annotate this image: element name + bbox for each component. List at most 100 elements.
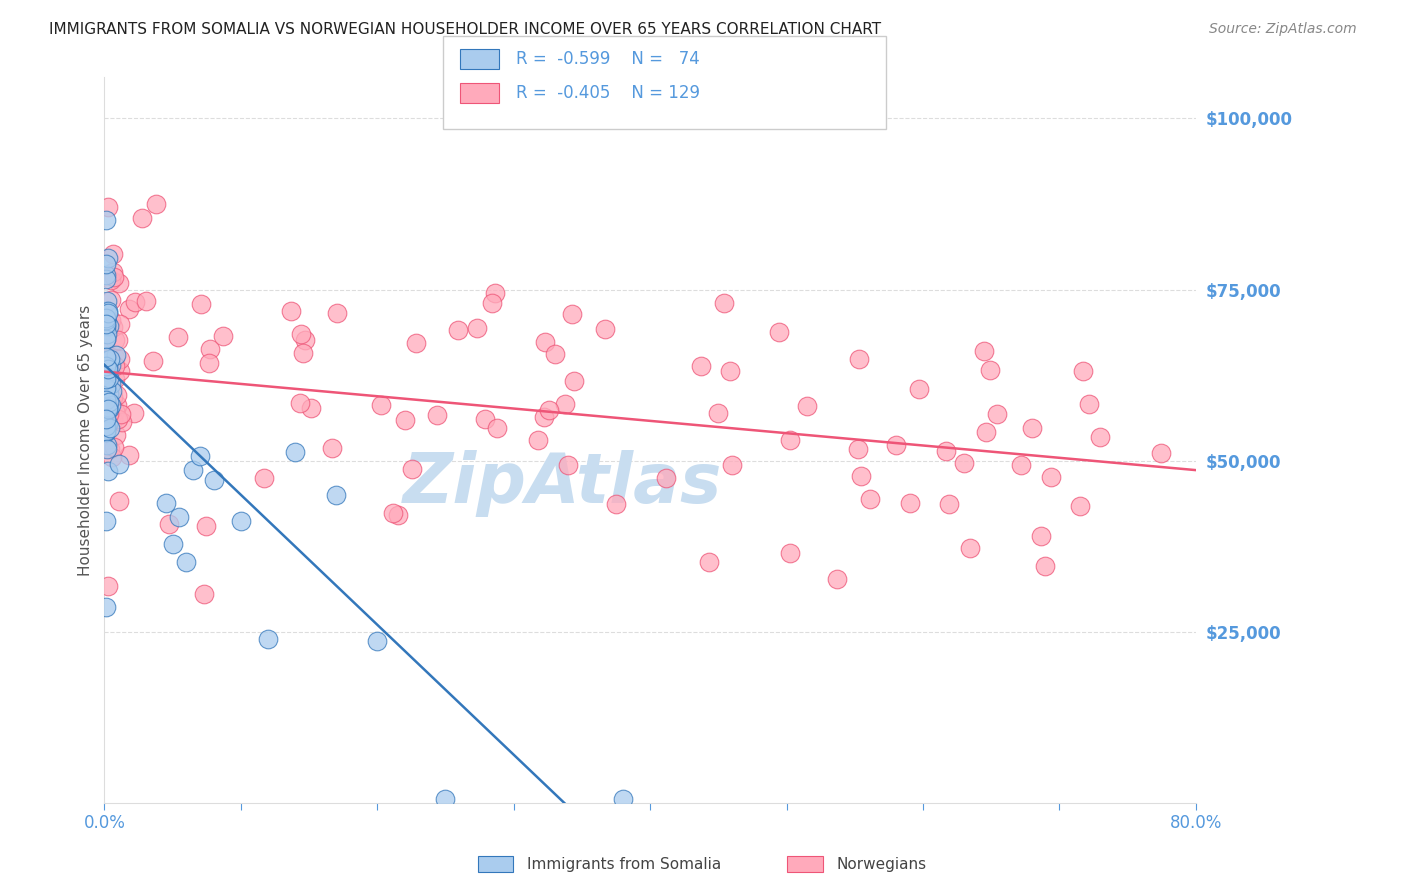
Point — [447, 323, 470, 337]
Point — [108, 494, 131, 508]
Point — [561, 307, 583, 321]
Point — [96, 318, 118, 333]
Point — [690, 359, 713, 373]
Point — [142, 354, 165, 368]
Point — [779, 546, 801, 560]
Point — [280, 303, 302, 318]
Point — [94, 353, 117, 368]
Point — [104, 428, 127, 442]
Point — [257, 632, 280, 646]
Point — [105, 387, 128, 401]
Point — [562, 374, 585, 388]
Point — [110, 317, 132, 331]
Point — [465, 321, 488, 335]
Point — [382, 506, 405, 520]
Point — [198, 343, 221, 357]
Point — [1069, 499, 1091, 513]
Point — [197, 356, 219, 370]
Point — [1033, 559, 1056, 574]
Text: Immigrants from Somalia: Immigrants from Somalia — [527, 857, 721, 871]
Point — [94, 312, 117, 326]
Point — [103, 351, 125, 365]
Point — [97, 578, 120, 592]
Point — [169, 509, 191, 524]
Point — [935, 443, 957, 458]
Point — [1088, 430, 1111, 444]
Point — [1150, 446, 1173, 460]
Point — [105, 398, 128, 412]
Point — [859, 492, 882, 507]
Point — [959, 541, 981, 556]
Point — [96, 344, 118, 359]
Point — [979, 363, 1001, 377]
Point — [110, 407, 132, 421]
Point — [101, 390, 124, 404]
Point — [100, 273, 122, 287]
Point — [299, 401, 322, 416]
Point — [122, 406, 145, 420]
Point — [104, 404, 127, 418]
Point — [101, 413, 124, 427]
Point — [94, 412, 117, 426]
Point — [193, 587, 215, 601]
Point — [292, 346, 315, 360]
Point — [100, 398, 122, 412]
Point — [94, 424, 117, 438]
Point — [98, 357, 121, 371]
Point — [96, 413, 118, 427]
Point — [953, 456, 976, 470]
Point — [194, 519, 217, 533]
Point — [98, 371, 121, 385]
Point — [96, 406, 118, 420]
Point — [97, 251, 120, 265]
Point — [1021, 421, 1043, 435]
Point — [108, 457, 131, 471]
Point — [253, 471, 276, 485]
Point — [94, 381, 117, 395]
Point — [370, 398, 392, 412]
Point — [779, 434, 801, 448]
Point — [100, 313, 122, 327]
Point — [100, 377, 122, 392]
Point — [101, 246, 124, 260]
Point — [720, 458, 742, 472]
Point — [96, 359, 118, 373]
Point — [94, 380, 117, 394]
Point — [97, 392, 120, 406]
Point — [96, 326, 118, 341]
Point — [94, 354, 117, 368]
Point — [973, 344, 995, 359]
Point — [612, 792, 634, 806]
Point — [366, 634, 388, 648]
Point — [557, 458, 579, 473]
Point — [485, 421, 508, 435]
Point — [107, 333, 129, 347]
Point — [108, 276, 131, 290]
Point — [100, 442, 122, 456]
Point — [98, 421, 121, 435]
Point — [100, 358, 122, 372]
Point — [986, 407, 1008, 421]
Point — [325, 488, 347, 502]
Point — [394, 413, 416, 427]
Point — [202, 473, 225, 487]
Point — [94, 419, 117, 434]
Point — [111, 415, 134, 429]
Point — [97, 359, 120, 373]
Point — [118, 302, 141, 317]
Point — [96, 438, 118, 452]
Point — [699, 555, 721, 569]
Point — [94, 372, 117, 386]
Point — [707, 406, 730, 420]
Point — [94, 350, 117, 364]
Point — [98, 318, 121, 333]
Point — [94, 420, 117, 434]
Point — [229, 514, 252, 528]
Point — [188, 450, 211, 464]
Point — [974, 425, 997, 439]
Point — [97, 200, 120, 214]
Point — [97, 401, 120, 415]
Point — [100, 384, 122, 399]
Point — [131, 211, 153, 226]
Point — [655, 471, 678, 485]
